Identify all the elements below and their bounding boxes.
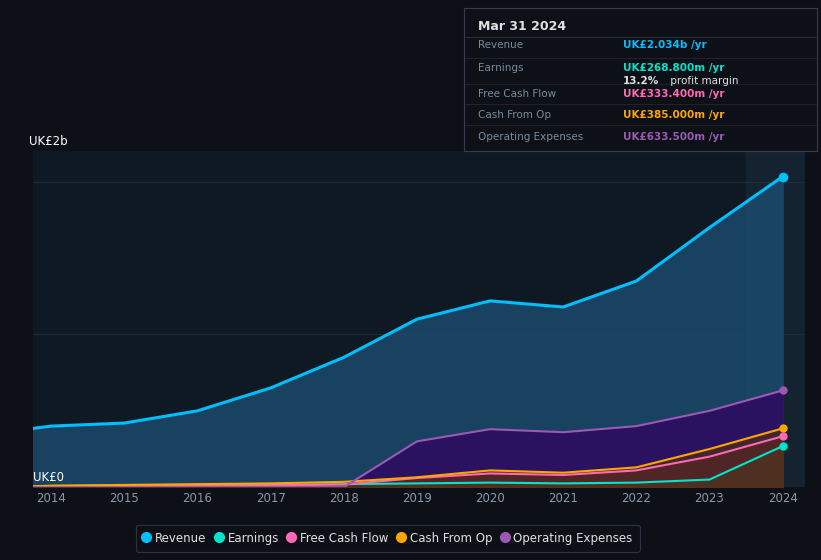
Text: UK£268.800m /yr: UK£268.800m /yr [622,63,724,73]
Text: Operating Expenses: Operating Expenses [478,132,583,142]
Text: Free Cash Flow: Free Cash Flow [478,89,556,99]
Text: UK£2b: UK£2b [29,135,67,148]
Text: Mar 31 2024: Mar 31 2024 [478,20,566,33]
Text: 13.2%: 13.2% [622,76,659,86]
Text: profit margin: profit margin [667,76,738,86]
Text: Earnings: Earnings [478,63,524,73]
Text: Cash From Op: Cash From Op [478,110,551,120]
Text: Revenue: Revenue [478,40,523,50]
Text: UK£2.034b /yr: UK£2.034b /yr [622,40,706,50]
Bar [746,151,805,487]
Text: UK£633.500m /yr: UK£633.500m /yr [622,132,724,142]
Text: UK£385.000m /yr: UK£385.000m /yr [622,110,724,120]
Text: UK£0: UK£0 [33,471,64,484]
Text: UK£333.400m /yr: UK£333.400m /yr [622,89,724,99]
Legend: Revenue, Earnings, Free Cash Flow, Cash From Op, Operating Expenses: Revenue, Earnings, Free Cash Flow, Cash … [136,525,640,552]
